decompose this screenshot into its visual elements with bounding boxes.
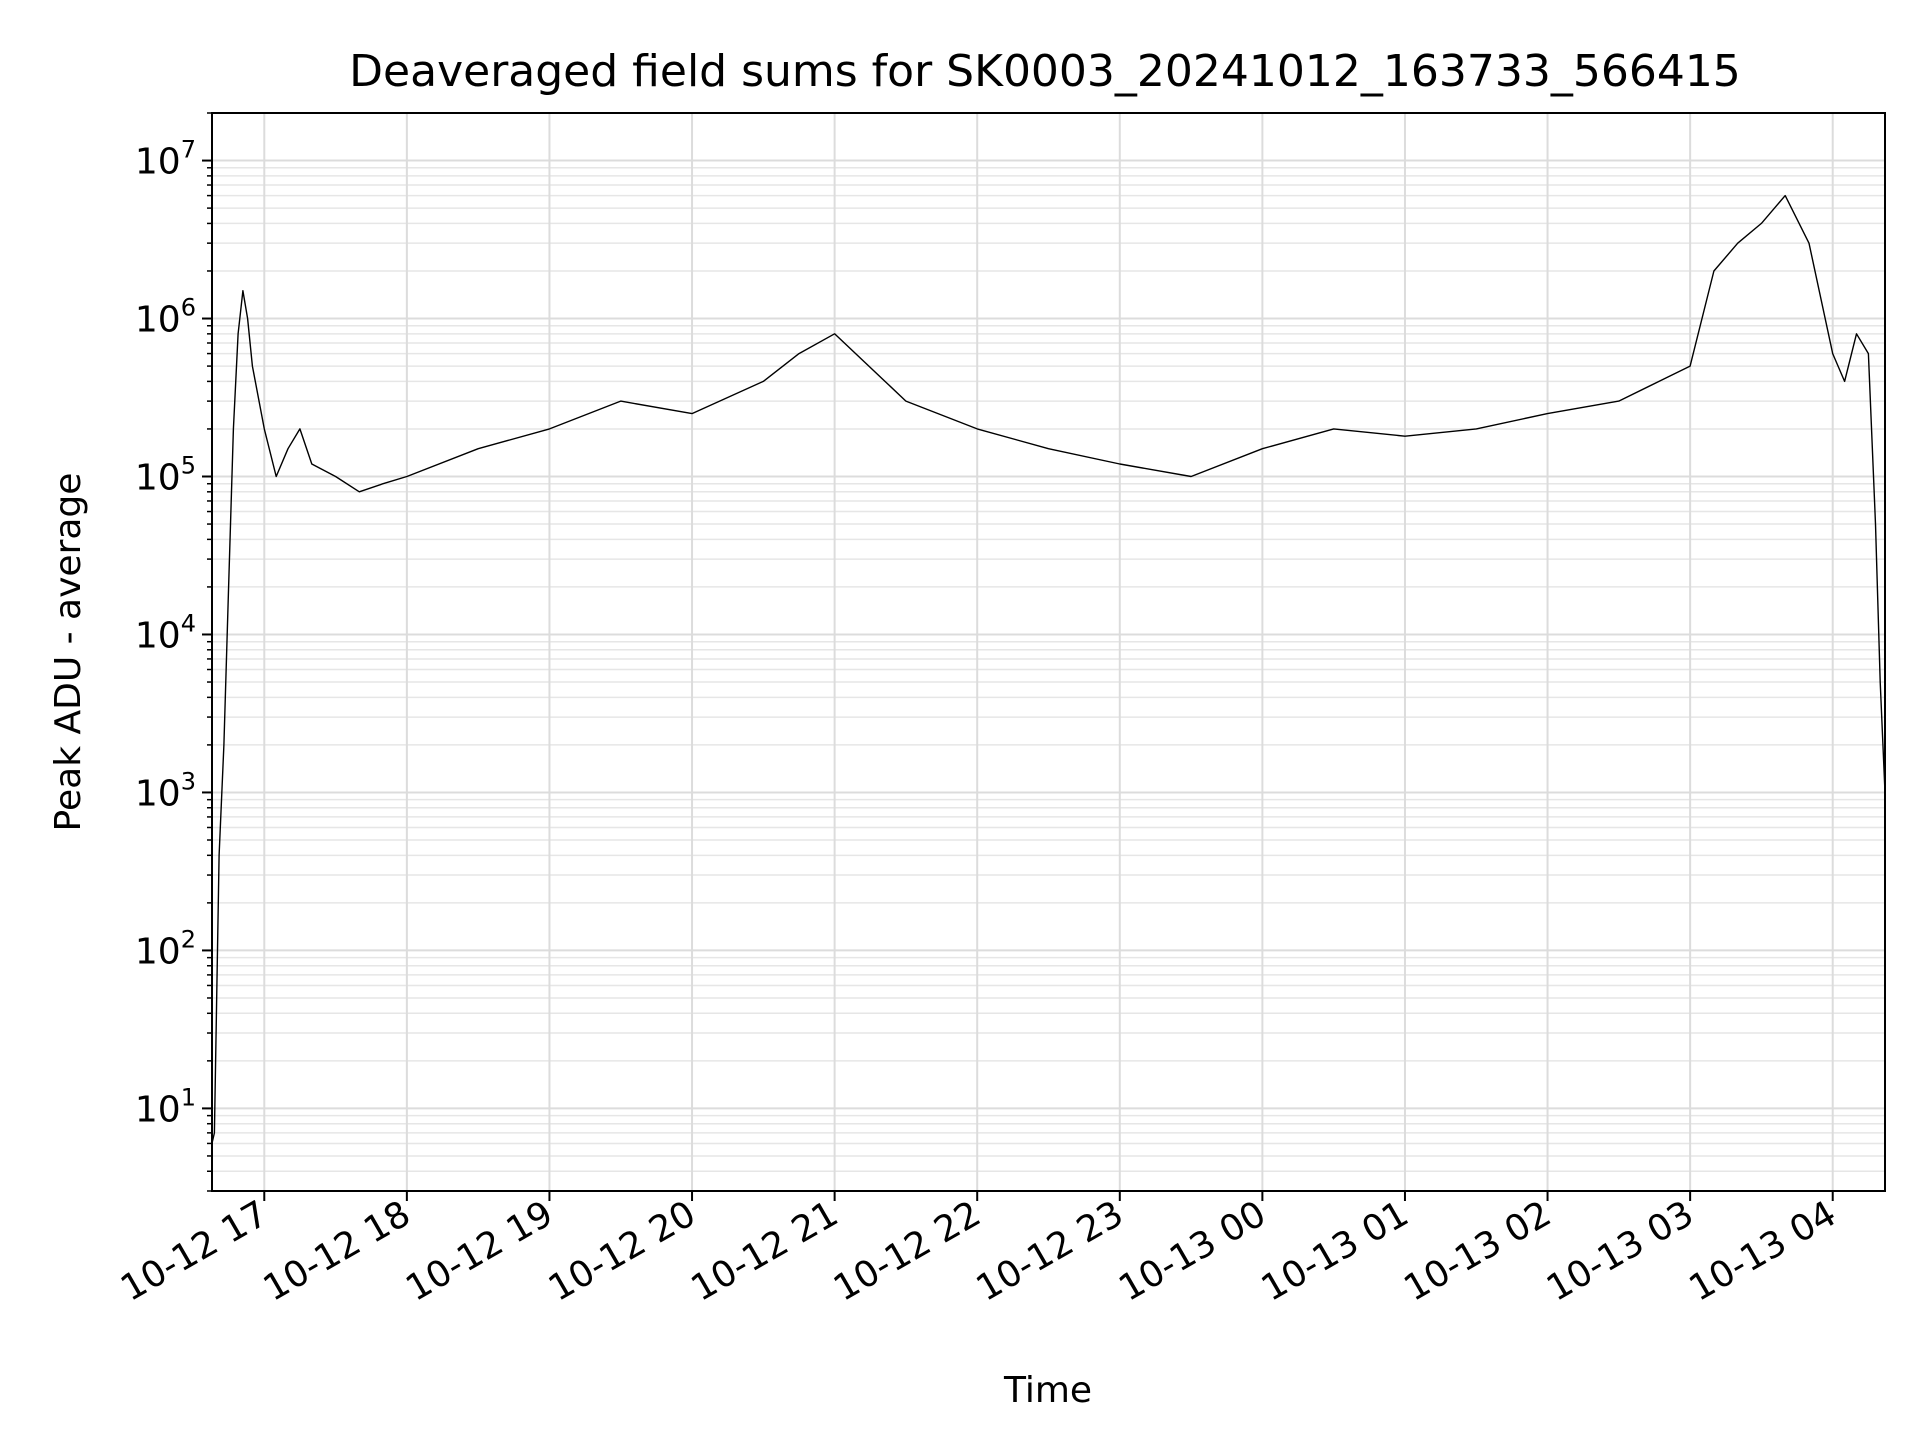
grid-lines xyxy=(212,112,1885,1192)
x-tick-label: 10-12 21 xyxy=(684,1193,845,1309)
y-tick-label: 103 xyxy=(135,767,196,814)
y-tick-label: 105 xyxy=(135,452,196,499)
x-axis-label: Time xyxy=(1003,1370,1092,1411)
x-tick-label: 10-12 20 xyxy=(542,1193,703,1309)
chart-title: Deaveraged field sums for SK0003_2024101… xyxy=(349,46,1741,97)
x-tick-label: 10-13 02 xyxy=(1397,1193,1558,1309)
y-axis-label: Peak ADU - average xyxy=(48,473,89,832)
y-tick-label: 102 xyxy=(135,925,196,972)
x-tick-label: 10-12 22 xyxy=(827,1193,988,1309)
x-tick-label: 10-12 19 xyxy=(399,1193,560,1309)
x-tick-label: 10-13 03 xyxy=(1540,1193,1701,1309)
plot-frame xyxy=(211,112,1886,1192)
x-tick-label: 10-13 00 xyxy=(1112,1193,1273,1309)
x-tick-label: 10-12 17 xyxy=(114,1193,275,1309)
x-tick-label: 10-12 18 xyxy=(257,1193,418,1309)
x-tick-label: 10-13 04 xyxy=(1683,1193,1844,1309)
x-tick-label: 10-12 23 xyxy=(970,1193,1131,1309)
y-tick-label: 104 xyxy=(135,609,196,656)
y-tick-label: 107 xyxy=(135,136,196,183)
y-tick-label: 106 xyxy=(135,294,196,341)
series-line-peak-adu xyxy=(211,194,1886,1144)
x-tick-label: 10-13 01 xyxy=(1255,1193,1416,1309)
y-tick-label: 101 xyxy=(135,1083,196,1130)
